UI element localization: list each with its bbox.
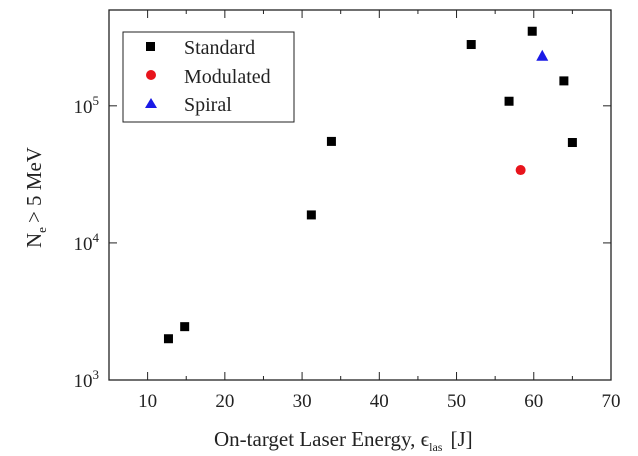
- y-tick-label: 105: [74, 93, 100, 118]
- x-tick-label: 60: [524, 391, 543, 412]
- x-axis-label-subscript: las: [429, 440, 443, 454]
- x-tick-label: 50: [447, 391, 466, 412]
- y-axis-label-subscript: e: [34, 227, 49, 233]
- point-spiral: [536, 49, 549, 61]
- legend-label-standard: Standard: [184, 37, 255, 59]
- y-tick-label: 103: [74, 367, 100, 392]
- point-standard: [326, 136, 336, 146]
- x-tick-label: 20: [215, 391, 234, 412]
- y-tick-label-exponent: 5: [93, 93, 100, 108]
- legend-marker-spiral: [145, 98, 157, 108]
- y-tick-label-base: 10: [74, 97, 93, 118]
- point-standard: [527, 26, 537, 36]
- legend-marker-modulated: [146, 70, 156, 80]
- plot-frame: [108, 9, 612, 381]
- data-points: [163, 26, 577, 344]
- legend-marker-standard: [146, 42, 155, 51]
- legend-label-modulated: Modulated: [184, 66, 271, 88]
- x-tick-label: 40: [370, 391, 389, 412]
- legend-label-spiral: Spiral: [184, 94, 232, 116]
- x-tick-label: 70: [602, 391, 621, 412]
- point-modulated: [515, 165, 526, 176]
- point-standard: [559, 76, 569, 86]
- point-standard: [180, 322, 190, 332]
- axes: [108, 9, 612, 381]
- y-tick-label-exponent: 4: [93, 230, 100, 245]
- x-tick-label: 30: [293, 391, 312, 412]
- y-tick-label-base: 10: [74, 371, 93, 392]
- point-standard: [567, 138, 577, 148]
- y-tick-label-base: 10: [74, 234, 93, 255]
- x-axis-label: On-target Laser Energy, ϵlas [J]: [214, 427, 473, 454]
- x-axis-label-unit: [J]: [450, 427, 472, 451]
- point-standard: [163, 334, 173, 344]
- point-standard: [466, 40, 476, 50]
- y-axis-label: Ne > 5 MeV: [22, 147, 49, 248]
- y-axis-label-text: N: [22, 233, 46, 248]
- point-standard: [504, 96, 514, 106]
- x-axis-label-text: On-target Laser Energy, ϵ: [214, 427, 430, 451]
- y-tick-label: 104: [74, 230, 100, 255]
- x-tick-label: 10: [138, 391, 157, 412]
- point-standard: [306, 210, 316, 220]
- y-tick-label-exponent: 3: [93, 367, 100, 382]
- legend: Standard Modulated Spiral: [122, 31, 295, 123]
- y-axis-label-rest: > 5 MeV: [22, 147, 46, 223]
